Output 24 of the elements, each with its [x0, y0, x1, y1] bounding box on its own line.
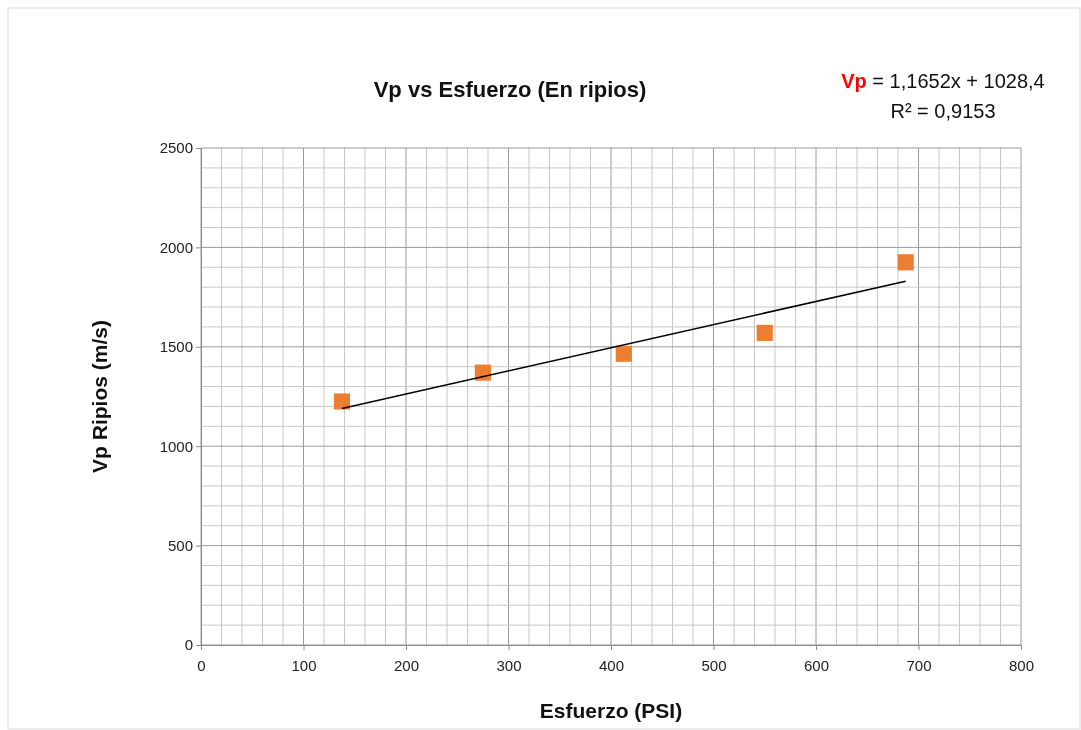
x-tick-label: 300 — [496, 657, 522, 674]
x-tick-label: 200 — [393, 657, 420, 674]
y-tick-label: 500 — [167, 536, 193, 554]
chart-title: Vp vs Esfuerzo (En ripios) — [373, 77, 647, 102]
point — [897, 254, 914, 271]
y-tick-label: 1000 — [159, 437, 193, 455]
text: Vp = 1,1652x + 1028,4 — [841, 70, 1045, 92]
x-tick-label: 600 — [803, 657, 830, 674]
point — [756, 324, 773, 341]
point — [615, 345, 632, 362]
text: R² = 0,9153 — [890, 100, 996, 122]
y-tick-label: 2500 — [159, 139, 193, 157]
x-tick-label: 500 — [701, 657, 727, 674]
x-axis-title: Esfuerzo (PSI) — [539, 699, 683, 722]
x-tick-label: 400 — [598, 657, 625, 674]
y-tick-label: 0 — [184, 636, 193, 654]
point — [333, 393, 350, 410]
x-tick-label: 100 — [291, 657, 317, 674]
y-tick-label: 2000 — [159, 238, 193, 256]
y-tick-label: 1500 — [159, 338, 193, 356]
x-tick-label: 0 — [197, 657, 206, 674]
x-tick-label: 800 — [1008, 657, 1035, 674]
x-tick-label: 700 — [906, 657, 932, 674]
y-axis-title: Vp Ripios (m/s) — [88, 320, 111, 473]
